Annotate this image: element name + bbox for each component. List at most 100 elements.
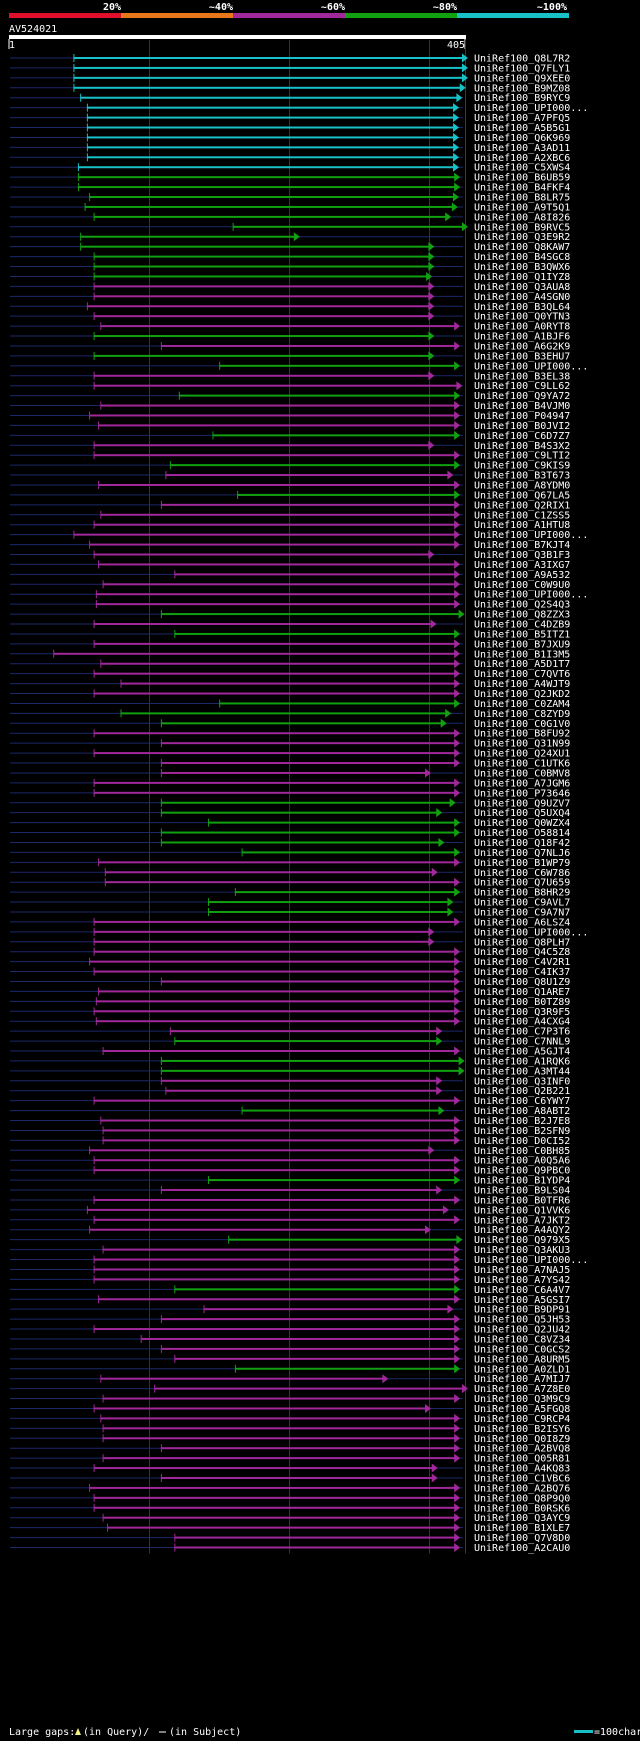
scale-segment-0 xyxy=(9,13,121,18)
hit-label: UniRef100_C6A4V7 xyxy=(474,1285,570,1296)
hit-arrow xyxy=(438,1106,445,1116)
hit-bar xyxy=(98,424,456,427)
hit-arrow xyxy=(436,808,443,818)
hit-arrow xyxy=(454,1334,461,1344)
hit-arrow xyxy=(428,311,435,321)
hit-label: UniRef100_B0TFR6 xyxy=(474,1195,570,1206)
hit-arrow xyxy=(456,93,463,103)
hit-label: UniRef100_B1YDP4 xyxy=(474,1176,570,1187)
hit-label: UniRef100_Q3M9C9 xyxy=(474,1394,570,1405)
hit-arrow xyxy=(454,669,461,679)
hit-arrow xyxy=(454,828,461,838)
hit-label: UniRef100_A2BVQ8 xyxy=(474,1444,570,1455)
hit-arrow xyxy=(458,1066,465,1076)
hit-row: UniRef100_B1I3M5 xyxy=(10,649,570,660)
hit-label: UniRef100_B0JVI2 xyxy=(474,421,570,432)
legend: Large gaps: (in Query)/ (in Subject) =100ch… xyxy=(9,1727,640,1738)
hit-row: UniRef100_A7YS42 xyxy=(10,1274,570,1286)
hit-bar xyxy=(235,1367,456,1370)
hit-row: UniRef100_C0BMV8 xyxy=(10,768,570,779)
hit-bar xyxy=(165,1089,438,1092)
hit-row: UniRef100_C7P3T6 xyxy=(10,1026,570,1038)
hit-bar xyxy=(174,1536,456,1539)
hit-bar xyxy=(103,1516,456,1519)
hit-bar xyxy=(94,1496,456,1499)
hit-row: UniRef100_Q979X5 xyxy=(10,1235,570,1246)
hit-bar xyxy=(94,1328,456,1331)
hit-arrow xyxy=(453,132,460,142)
hit-bar xyxy=(80,245,430,248)
hit-label: UniRef100_Q3AUA8 xyxy=(474,282,570,293)
hit-arrow xyxy=(428,281,435,291)
hit-row: UniRef100_Q8ZZX3 xyxy=(10,609,570,621)
hit-bar xyxy=(94,354,430,357)
hit-bar xyxy=(174,1546,456,1549)
hit-arrow xyxy=(454,818,461,828)
hit-label: UniRef100_C0W9U0 xyxy=(474,580,570,591)
hit-arrow xyxy=(431,867,438,877)
hit-arrow xyxy=(454,1165,461,1175)
hit-arrow xyxy=(428,371,435,381)
hit-row: UniRef100_Q9YA72 xyxy=(10,391,570,402)
hit-row: UniRef100_Q7U659 xyxy=(10,877,570,889)
hit-bar xyxy=(73,76,464,79)
hit-arrow xyxy=(454,589,461,599)
hit-row: UniRef100_B3QWX6 xyxy=(10,262,570,273)
hit-bar xyxy=(219,702,456,705)
hit-arrow xyxy=(454,391,461,401)
hit-label: UniRef100_A4CXG4 xyxy=(474,1017,570,1028)
scale-label-1: ~40% xyxy=(209,2,233,13)
hit-label: UniRef100_B4VJM0 xyxy=(474,401,570,412)
hit-label: UniRef100_A7JKT2 xyxy=(474,1215,570,1226)
hit-label: UniRef100_A7JGM6 xyxy=(474,778,570,789)
hit-label: UniRef100_B0TZ89 xyxy=(474,997,570,1008)
hit-label: UniRef100_A5B5G1 xyxy=(474,123,570,134)
hit-arrow xyxy=(436,1036,443,1046)
hit-arrow xyxy=(454,182,461,192)
hit-label: UniRef100_P73646 xyxy=(474,788,570,799)
hit-label: UniRef100_A0Q5A6 xyxy=(474,1156,570,1167)
hit-arrow xyxy=(454,996,461,1006)
hit-row: UniRef100_A2BVQ8 xyxy=(10,1443,570,1455)
hit-label: UniRef100_C9AVL7 xyxy=(474,898,570,909)
hit-row: UniRef100_B1YDP4 xyxy=(10,1175,570,1187)
hit-bar xyxy=(161,1476,433,1479)
hit-arrow xyxy=(454,1324,461,1334)
hit-row: UniRef100_A1RQK6 xyxy=(10,1056,570,1067)
hit-label: UniRef100_Q8PLH7 xyxy=(474,937,570,948)
hit-row: UniRef100_B8HR29 xyxy=(10,887,570,899)
hit-row: UniRef100_A0ZLD1 xyxy=(10,1364,570,1375)
hit-bar xyxy=(161,1447,456,1450)
hit-bar xyxy=(94,1258,456,1261)
hit-label: UniRef100_Q9UZV7 xyxy=(474,798,570,809)
hit-bar xyxy=(94,1099,456,1102)
hit-arrow xyxy=(454,1155,461,1165)
hit-bar xyxy=(174,1040,438,1043)
hit-row: UniRef100_B3T673 xyxy=(10,470,570,482)
hit-label: UniRef100_B4FKF4 xyxy=(474,183,570,194)
hit-label: UniRef100_C5XWS4 xyxy=(474,163,570,174)
hit-label: UniRef100_Q1ARE7 xyxy=(474,987,570,998)
hit-bar xyxy=(208,901,449,904)
hit-bar xyxy=(161,344,456,347)
hit-bar xyxy=(78,186,456,189)
hit-label: UniRef100_Q6K969 xyxy=(474,133,570,144)
hit-bar xyxy=(103,1129,456,1132)
hit-label: UniRef100_Q3R9F5 xyxy=(474,1007,570,1018)
hit-arrow xyxy=(454,679,461,689)
hit-arrow xyxy=(454,480,461,490)
hit-row: UniRef100_B8LR75 xyxy=(10,192,570,204)
hit-row: UniRef100_Q7NLJ6 xyxy=(10,847,570,859)
hit-arrow xyxy=(428,252,435,262)
hit-arrow xyxy=(454,1443,461,1453)
hit-row: UniRef100_A5FGQ8 xyxy=(10,1403,570,1415)
hit-row: UniRef100_Q9PBC0 xyxy=(10,1165,570,1177)
hit-row: UniRef100_B3EHU7 xyxy=(10,351,570,362)
hit-row: UniRef100_A9A532 xyxy=(10,569,570,581)
hit-arrow xyxy=(454,1135,461,1145)
hit-row: UniRef100_C0G1V0 xyxy=(10,718,570,730)
hit-row: UniRef100_D0CI52 xyxy=(10,1135,570,1147)
hit-arrow xyxy=(454,1483,461,1493)
hit-bar xyxy=(78,176,456,179)
hit-label: UniRef100_Q8L7R2 xyxy=(474,54,570,65)
